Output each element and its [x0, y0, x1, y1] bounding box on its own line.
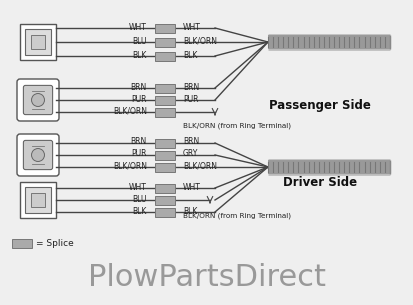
Bar	[25, 29, 50, 55]
FancyBboxPatch shape	[24, 140, 52, 170]
Bar	[154, 163, 175, 171]
Text: BLK/ORN: BLK/ORN	[183, 37, 216, 45]
Text: BLK: BLK	[132, 206, 147, 216]
Text: BRN: BRN	[131, 138, 147, 146]
Circle shape	[31, 149, 44, 161]
Text: BLU: BLU	[132, 37, 147, 45]
Bar	[154, 107, 175, 117]
Bar	[154, 150, 175, 160]
Bar	[31, 193, 45, 207]
Text: BLK/ORN: BLK/ORN	[113, 162, 147, 170]
Text: PUR: PUR	[131, 149, 147, 159]
Text: WHT: WHT	[129, 23, 147, 31]
Circle shape	[31, 94, 44, 106]
Bar	[20, 182, 56, 218]
Bar	[25, 187, 50, 213]
Text: GRY: GRY	[183, 149, 198, 159]
Text: BLU: BLU	[132, 195, 147, 203]
Text: BLK/ORN: BLK/ORN	[183, 162, 216, 170]
Bar	[154, 196, 175, 204]
Text: BLK: BLK	[132, 51, 147, 59]
Bar	[154, 52, 175, 60]
Text: WHT: WHT	[183, 23, 200, 31]
Text: Passenger Side: Passenger Side	[268, 99, 370, 112]
Text: BRN: BRN	[131, 82, 147, 92]
Bar	[154, 207, 175, 217]
FancyBboxPatch shape	[17, 79, 59, 121]
Text: BLK: BLK	[183, 51, 197, 59]
Bar	[154, 138, 175, 148]
Text: BLK/ORN (from Ring Terminal): BLK/ORN (from Ring Terminal)	[183, 213, 290, 219]
Bar	[154, 38, 175, 46]
Bar	[12, 239, 32, 247]
Text: BLK: BLK	[183, 206, 197, 216]
Text: BRN: BRN	[183, 82, 199, 92]
Bar	[154, 184, 175, 192]
Text: = Splice: = Splice	[36, 239, 74, 247]
Text: WHT: WHT	[129, 182, 147, 192]
Text: BRN: BRN	[183, 138, 199, 146]
Bar	[31, 35, 45, 49]
Bar	[154, 84, 175, 92]
Text: PlowPartsDirect: PlowPartsDirect	[88, 264, 325, 292]
Text: PUR: PUR	[183, 95, 198, 103]
Text: BLK/ORN: BLK/ORN	[113, 106, 147, 116]
Text: WHT: WHT	[183, 182, 200, 192]
Bar	[154, 23, 175, 33]
FancyBboxPatch shape	[24, 85, 52, 115]
Text: PUR: PUR	[131, 95, 147, 103]
Text: Driver Side: Driver Side	[282, 177, 356, 189]
FancyBboxPatch shape	[17, 134, 59, 176]
Text: BLK/ORN (from Ring Terminal): BLK/ORN (from Ring Terminal)	[183, 123, 290, 129]
Bar	[154, 95, 175, 105]
Bar	[20, 24, 56, 60]
